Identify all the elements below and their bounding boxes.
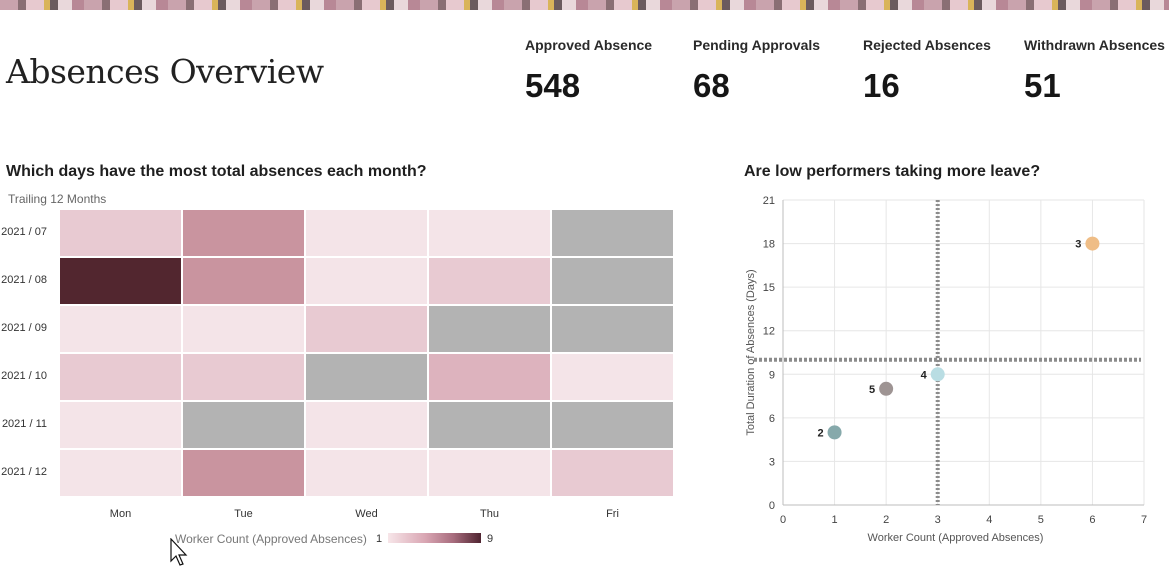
heatmap-row-label: 2021 / 11 bbox=[1, 418, 47, 430]
legend-label: Worker Count (Approved Absences) bbox=[175, 532, 367, 546]
heatmap-cell[interactable] bbox=[428, 449, 551, 497]
kpi-value: 68 bbox=[693, 67, 730, 104]
y-tick-label: 3 bbox=[769, 456, 775, 468]
heatmap-cell[interactable] bbox=[428, 209, 551, 257]
kpi-value: 51 bbox=[1024, 67, 1061, 104]
heatmap-row-label: 2021 / 09 bbox=[1, 322, 47, 334]
scatter-point-label: 5 bbox=[869, 384, 875, 396]
heatmap-cell[interactable] bbox=[182, 305, 305, 353]
heatmap-cell[interactable] bbox=[305, 353, 428, 401]
kpi-label: Rejected Absences bbox=[863, 37, 991, 53]
heatmap-cell[interactable] bbox=[428, 257, 551, 305]
x-tick-label: 3 bbox=[935, 514, 941, 526]
legend-max: 9 bbox=[487, 533, 494, 545]
x-tick-label: 6 bbox=[1089, 514, 1095, 526]
kpi-value: 548 bbox=[525, 67, 581, 104]
scatter-point-label: 2 bbox=[817, 427, 823, 439]
scatter-point[interactable] bbox=[879, 381, 894, 396]
heatmap-cell[interactable] bbox=[305, 449, 428, 497]
heatmap-cell[interactable] bbox=[182, 257, 305, 305]
x-tick-label: 2 bbox=[883, 514, 889, 526]
heatmap-title: Which days have the most total absences … bbox=[6, 163, 427, 180]
scatter-point[interactable] bbox=[827, 425, 842, 440]
kpi-label: Withdrawn Absences bbox=[1024, 37, 1165, 53]
mouse-cursor-icon bbox=[170, 538, 188, 566]
scatter-point[interactable] bbox=[930, 367, 945, 382]
heatmap-cell[interactable] bbox=[59, 305, 182, 353]
heatmap-cell[interactable] bbox=[551, 305, 674, 353]
heatmap-cell[interactable] bbox=[305, 305, 428, 353]
heatmap-cell[interactable] bbox=[551, 209, 674, 257]
heatmap-cell[interactable] bbox=[551, 449, 674, 497]
y-tick-label: 18 bbox=[763, 239, 775, 251]
y-tick-label: 6 bbox=[769, 413, 775, 425]
heatmap-col-label: Tue bbox=[234, 508, 253, 520]
y-tick-label: 9 bbox=[769, 369, 775, 381]
heatmap-row-label: 2021 / 10 bbox=[1, 370, 47, 382]
kpi-approved-absence[interactable]: Approved Absence 548 bbox=[525, 37, 652, 105]
heatmap-cell[interactable] bbox=[59, 401, 182, 449]
x-tick-label: 4 bbox=[986, 514, 992, 526]
heatmap-cell[interactable] bbox=[305, 209, 428, 257]
heatmap-cell[interactable] bbox=[305, 257, 428, 305]
kpi-label: Pending Approvals bbox=[693, 37, 821, 53]
scatter-point[interactable] bbox=[1085, 236, 1100, 251]
kpi-pending-approvals[interactable]: Pending Approvals 68 bbox=[693, 37, 820, 105]
page-title: Absences Overview bbox=[6, 52, 324, 91]
heatmap-cell[interactable] bbox=[428, 305, 551, 353]
heatmap-col-label: Wed bbox=[355, 508, 378, 520]
heatmap-cell[interactable] bbox=[428, 401, 551, 449]
heatmap-cell[interactable] bbox=[551, 257, 674, 305]
kpi-value: 16 bbox=[863, 67, 900, 104]
legend-min: 1 bbox=[376, 533, 383, 545]
heatmap-row-label: 2021 / 12 bbox=[1, 466, 47, 478]
kpi-label: Approved Absence bbox=[525, 37, 653, 53]
heatmap-cell[interactable] bbox=[305, 401, 428, 449]
y-tick-label: 12 bbox=[763, 326, 775, 338]
scatter-title: Are low performers taking more leave? bbox=[744, 163, 1041, 180]
x-tick-label: 0 bbox=[780, 514, 786, 526]
heatmap-cell[interactable] bbox=[182, 353, 305, 401]
y-tick-label: 21 bbox=[763, 195, 775, 207]
heatmap-cell[interactable] bbox=[551, 353, 674, 401]
heatmap-row-label: 2021 / 08 bbox=[1, 274, 47, 286]
heatmap-cell[interactable] bbox=[182, 449, 305, 497]
heatmap-cell[interactable] bbox=[59, 209, 182, 257]
heatmap-cell[interactable] bbox=[551, 401, 674, 449]
x-tick-label: 1 bbox=[832, 514, 838, 526]
heatmap-cell[interactable] bbox=[182, 401, 305, 449]
decorative-banner bbox=[0, 0, 1169, 10]
heatmap-cell[interactable] bbox=[59, 449, 182, 497]
y-tick-label: 15 bbox=[763, 282, 775, 294]
heatmap-cell[interactable] bbox=[182, 209, 305, 257]
heatmap-col-label: Mon bbox=[109, 508, 132, 520]
scatter-point-label: 3 bbox=[1075, 239, 1081, 251]
color-legend-bar bbox=[388, 533, 481, 543]
scatter-point-label: 4 bbox=[921, 369, 928, 381]
x-axis-title: Worker Count (Approved Absences) bbox=[868, 532, 1044, 544]
heatmap-col-label: Thu bbox=[480, 508, 499, 520]
kpi-rejected-absences[interactable]: Rejected Absences 16 bbox=[863, 37, 991, 105]
heatmap-subtitle: Trailing 12 Months bbox=[8, 192, 107, 206]
kpi-withdrawn-absences[interactable]: Withdrawn Absences 51 bbox=[1024, 37, 1165, 105]
heatmap-row-label: 2021 / 07 bbox=[1, 226, 47, 238]
y-axis-title: Total Duration of Absences (Days) bbox=[745, 269, 757, 435]
y-tick-label: 0 bbox=[769, 500, 775, 512]
x-tick-label: 7 bbox=[1141, 514, 1147, 526]
heatmap-col-label: Fri bbox=[606, 508, 619, 520]
x-tick-label: 5 bbox=[1038, 514, 1044, 526]
heatmap-cell[interactable] bbox=[59, 257, 182, 305]
heatmap-cell[interactable] bbox=[59, 353, 182, 401]
heatmap-cell[interactable] bbox=[428, 353, 551, 401]
